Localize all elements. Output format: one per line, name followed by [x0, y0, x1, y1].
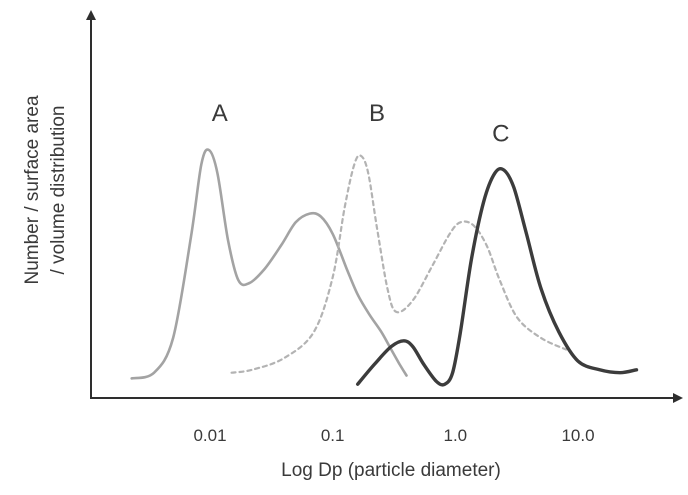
x-tick-group: 0.01 0.1 1.0 10.0 — [193, 426, 594, 445]
series-line-a — [130, 148, 408, 380]
y-axis-arrow — [86, 10, 96, 20]
curve-group — [130, 148, 639, 387]
x-tick-label: 0.1 — [321, 426, 345, 445]
series-label-c: C — [492, 120, 509, 147]
x-axis-arrow — [673, 393, 683, 403]
y-axis-label: Number / surface area / volume distribut… — [22, 95, 69, 284]
series-label-a: A — [212, 100, 228, 127]
curve-label-group: A B C — [212, 100, 510, 147]
y-axis-label-line-2: / volume distribution — [48, 106, 69, 275]
x-tick-label: 1.0 — [444, 426, 468, 445]
series-line-c — [356, 166, 639, 387]
x-axis-label: Log Dp (particle diameter) — [281, 460, 501, 481]
series-label-b: B — [369, 100, 385, 127]
x-tick-label: 0.01 — [193, 426, 226, 445]
x-tick-label: 10.0 — [561, 426, 594, 445]
series-line-b — [230, 154, 568, 374]
y-axis-label-line-1: Number / surface area — [22, 95, 43, 284]
